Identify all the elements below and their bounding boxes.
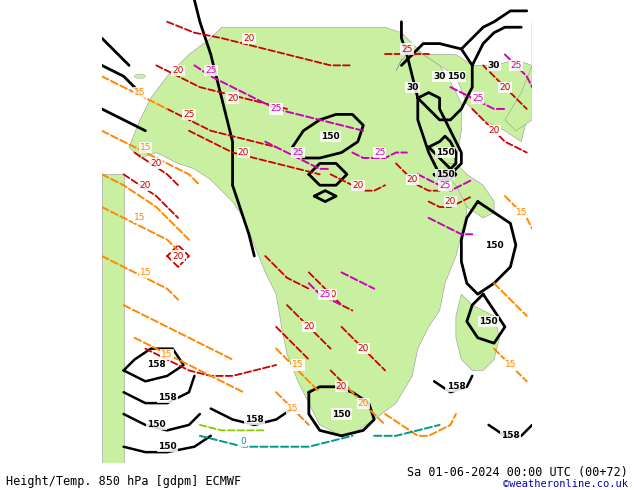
Text: 150: 150: [446, 72, 465, 81]
Text: 150: 150: [158, 442, 176, 451]
Ellipse shape: [134, 74, 145, 78]
Text: 20: 20: [303, 322, 314, 331]
Text: 25: 25: [472, 94, 483, 102]
Text: 20: 20: [358, 344, 369, 353]
Text: 20: 20: [243, 34, 255, 43]
Text: 150: 150: [436, 170, 455, 179]
Text: 25: 25: [401, 45, 413, 53]
Text: 150: 150: [436, 148, 455, 157]
Text: 20: 20: [336, 382, 347, 392]
Text: 20: 20: [172, 66, 184, 75]
Polygon shape: [396, 49, 532, 142]
Text: 30: 30: [488, 61, 500, 70]
Text: Sa 01-06-2024 00:00 UTC (00+72): Sa 01-06-2024 00:00 UTC (00+72): [407, 466, 628, 479]
Text: 25: 25: [292, 148, 304, 157]
Text: 20: 20: [445, 197, 456, 206]
Polygon shape: [129, 27, 467, 436]
Text: 20: 20: [499, 83, 510, 92]
Text: 25: 25: [374, 148, 385, 157]
Polygon shape: [102, 174, 124, 463]
Text: 158: 158: [147, 361, 165, 369]
Text: 150: 150: [321, 132, 340, 141]
Text: 15: 15: [134, 214, 146, 222]
Text: 20: 20: [358, 399, 369, 408]
Text: 15: 15: [162, 349, 173, 359]
Text: 15: 15: [292, 361, 304, 369]
Text: 15: 15: [139, 268, 151, 277]
Text: 20: 20: [227, 94, 238, 102]
Text: 25: 25: [320, 290, 331, 299]
Text: 150: 150: [147, 420, 165, 429]
Text: 20: 20: [406, 175, 418, 184]
Text: 15: 15: [139, 143, 151, 151]
Text: 15: 15: [505, 361, 516, 369]
Text: 158: 158: [446, 382, 465, 392]
Text: 150: 150: [479, 317, 498, 326]
Text: 25: 25: [271, 104, 282, 114]
Text: 0: 0: [240, 437, 247, 446]
Text: 20: 20: [172, 251, 184, 261]
Text: 25: 25: [205, 66, 216, 75]
Text: 25: 25: [439, 181, 451, 190]
Polygon shape: [505, 22, 532, 131]
Ellipse shape: [94, 146, 98, 148]
Text: 15: 15: [134, 88, 146, 97]
Text: 158: 158: [158, 393, 176, 402]
Text: 150: 150: [485, 241, 503, 249]
Text: 20: 20: [238, 148, 249, 157]
Text: 20: 20: [352, 181, 363, 190]
Text: 158: 158: [245, 415, 264, 424]
Text: ©weatheronline.co.uk: ©weatheronline.co.uk: [503, 479, 628, 489]
Text: 25: 25: [510, 61, 522, 70]
Text: 30: 30: [434, 72, 446, 81]
Text: 20: 20: [325, 290, 336, 299]
Text: 15: 15: [515, 208, 527, 217]
Polygon shape: [456, 294, 500, 370]
Text: 20: 20: [151, 159, 162, 168]
Text: 30: 30: [406, 83, 418, 92]
Text: 158: 158: [501, 431, 520, 441]
Text: 20: 20: [139, 181, 151, 190]
Text: 25: 25: [183, 110, 195, 119]
Polygon shape: [445, 164, 494, 218]
Text: 150: 150: [332, 410, 351, 418]
Text: 15: 15: [287, 404, 298, 413]
Text: Height/Temp. 850 hPa [gdpm] ECMWF: Height/Temp. 850 hPa [gdpm] ECMWF: [6, 474, 242, 488]
Text: 20: 20: [488, 126, 500, 135]
